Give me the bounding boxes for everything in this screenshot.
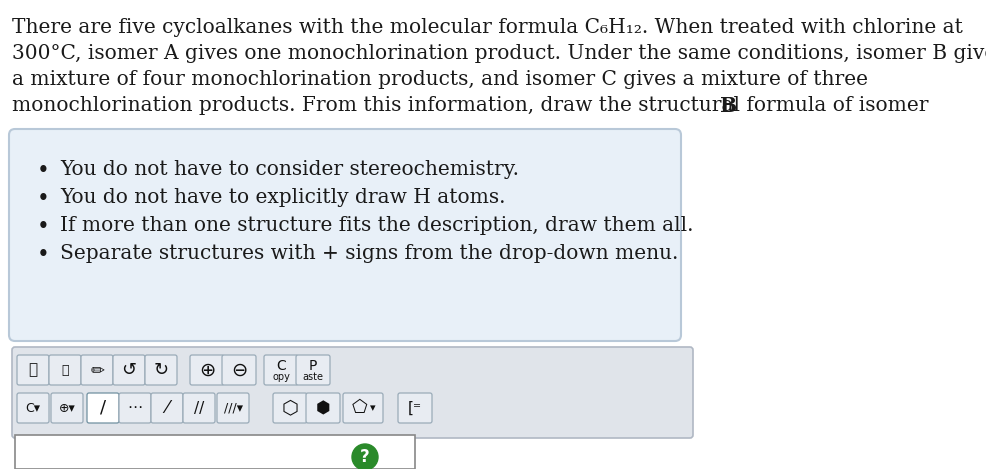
Text: aste: aste [303,372,323,382]
Text: •: • [36,160,49,182]
FancyBboxPatch shape [17,393,49,423]
FancyBboxPatch shape [12,347,693,438]
Text: ▾: ▾ [370,403,376,413]
Text: ⋯: ⋯ [127,401,143,416]
Text: ↻: ↻ [154,361,169,379]
Text: If more than one structure fits the description, draw them all.: If more than one structure fits the desc… [60,216,693,235]
FancyBboxPatch shape [15,435,415,469]
FancyBboxPatch shape [49,355,81,385]
Text: •: • [36,188,49,210]
FancyBboxPatch shape [273,393,307,423]
FancyBboxPatch shape [87,393,119,423]
FancyBboxPatch shape [17,355,49,385]
FancyBboxPatch shape [264,355,298,385]
Text: C▾: C▾ [26,401,40,415]
Text: P: P [309,359,317,373]
Text: ?: ? [360,448,370,466]
Text: ⊕▾: ⊕▾ [58,401,75,415]
FancyBboxPatch shape [398,393,432,423]
FancyBboxPatch shape [119,393,151,423]
FancyBboxPatch shape [113,355,145,385]
Text: .: . [731,96,737,115]
FancyBboxPatch shape [183,393,215,423]
Text: monochlorination products. From this information, draw the structural formula of: monochlorination products. From this inf… [12,96,935,115]
Text: •: • [36,244,49,266]
Text: Separate structures with + signs from the drop-down menu.: Separate structures with + signs from th… [60,244,678,263]
Text: There are five cycloalkanes with the molecular formula C₆H₁₂. When treated with : There are five cycloalkanes with the mol… [12,18,963,37]
Text: ⊕: ⊕ [199,361,215,379]
Text: opy: opy [272,372,290,382]
FancyBboxPatch shape [81,355,113,385]
Text: 300°C, isomer A gives one monochlorination product. Under the same conditions, i: 300°C, isomer A gives one monochlorinati… [12,44,986,63]
Text: //: // [194,401,204,416]
Text: ⊖: ⊖ [231,361,247,379]
FancyBboxPatch shape [296,355,330,385]
FancyBboxPatch shape [343,393,383,423]
Text: ✏: ✏ [90,361,104,379]
Text: 🔒: 🔒 [61,363,69,377]
Text: B: B [721,96,738,116]
Text: ✋: ✋ [29,363,37,378]
Text: ⁄: ⁄ [166,399,169,417]
Text: ↺: ↺ [121,361,137,379]
Text: ///▾: ///▾ [224,401,243,415]
Text: ⬡: ⬡ [281,399,299,417]
Text: ⬢: ⬢ [316,399,330,417]
FancyBboxPatch shape [217,393,249,423]
Text: C: C [276,359,286,373]
Text: /: / [100,399,106,417]
Text: You do not have to consider stereochemistry.: You do not have to consider stereochemis… [60,160,519,179]
FancyBboxPatch shape [51,393,83,423]
Text: ⬠: ⬠ [351,399,367,417]
Text: a mixture of four monochlorination products, and isomer C gives a mixture of thr: a mixture of four monochlorination produ… [12,70,868,89]
FancyBboxPatch shape [151,393,183,423]
FancyBboxPatch shape [9,129,681,341]
FancyBboxPatch shape [306,393,340,423]
FancyBboxPatch shape [222,355,256,385]
Text: [⁼: [⁼ [408,401,422,416]
FancyBboxPatch shape [145,355,177,385]
Text: •: • [36,216,49,238]
Circle shape [352,444,378,469]
FancyBboxPatch shape [190,355,224,385]
Text: You do not have to explicitly draw H atoms.: You do not have to explicitly draw H ato… [60,188,506,207]
